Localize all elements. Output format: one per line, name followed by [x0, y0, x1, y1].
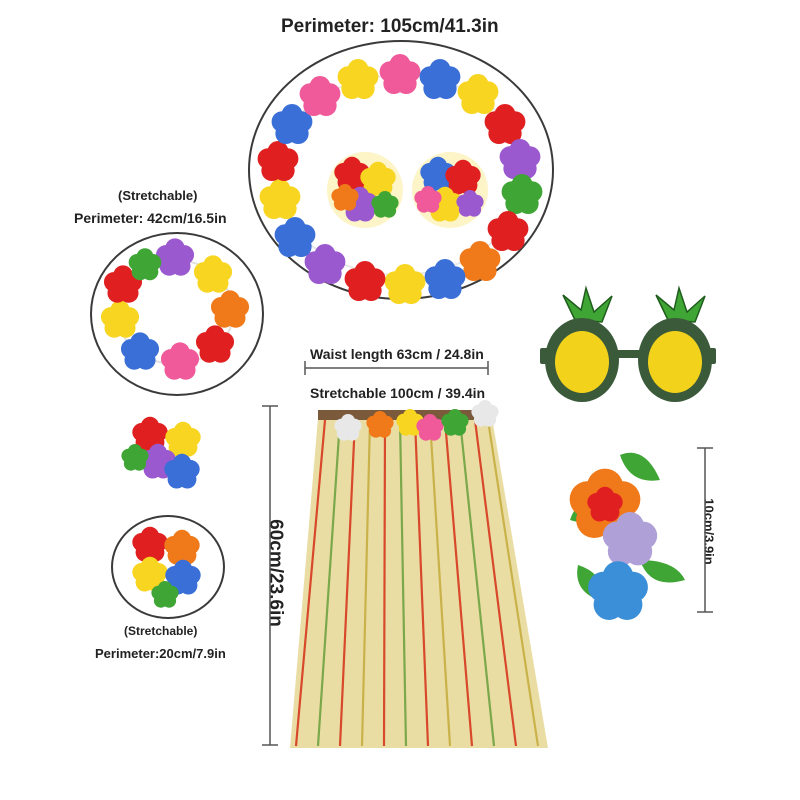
waist-stretch-label: Stretchable 100cm / 39.4in [310, 385, 486, 401]
flower-lei-icon [257, 54, 543, 305]
headband-perimeter-label: Perimeter: 42cm/16.5in [74, 210, 227, 226]
flower-wristband-icon [121, 416, 201, 489]
wrist-stretch-label: (Stretchable) [124, 624, 198, 638]
flower-wristband-icon-2 [132, 526, 201, 608]
big-lei-perimeter-label: Perimeter: 105cm/41.3in [281, 16, 499, 37]
wristband-ring [111, 515, 225, 619]
dimension-lines [262, 361, 713, 746]
headband-stretch-label: (Stretchable) [118, 188, 198, 203]
pineapple-sunglasses-icon [540, 285, 716, 402]
wrist-perimeter-label: Perimeter:20cm/7.9in [95, 646, 226, 661]
flower-headband-icon [100, 238, 250, 380]
hula-skirt-icon [290, 400, 548, 748]
waist-length-label: Waist length 63cm / 24.8in [310, 346, 484, 362]
flower-hair-clip-icon [569, 452, 685, 620]
